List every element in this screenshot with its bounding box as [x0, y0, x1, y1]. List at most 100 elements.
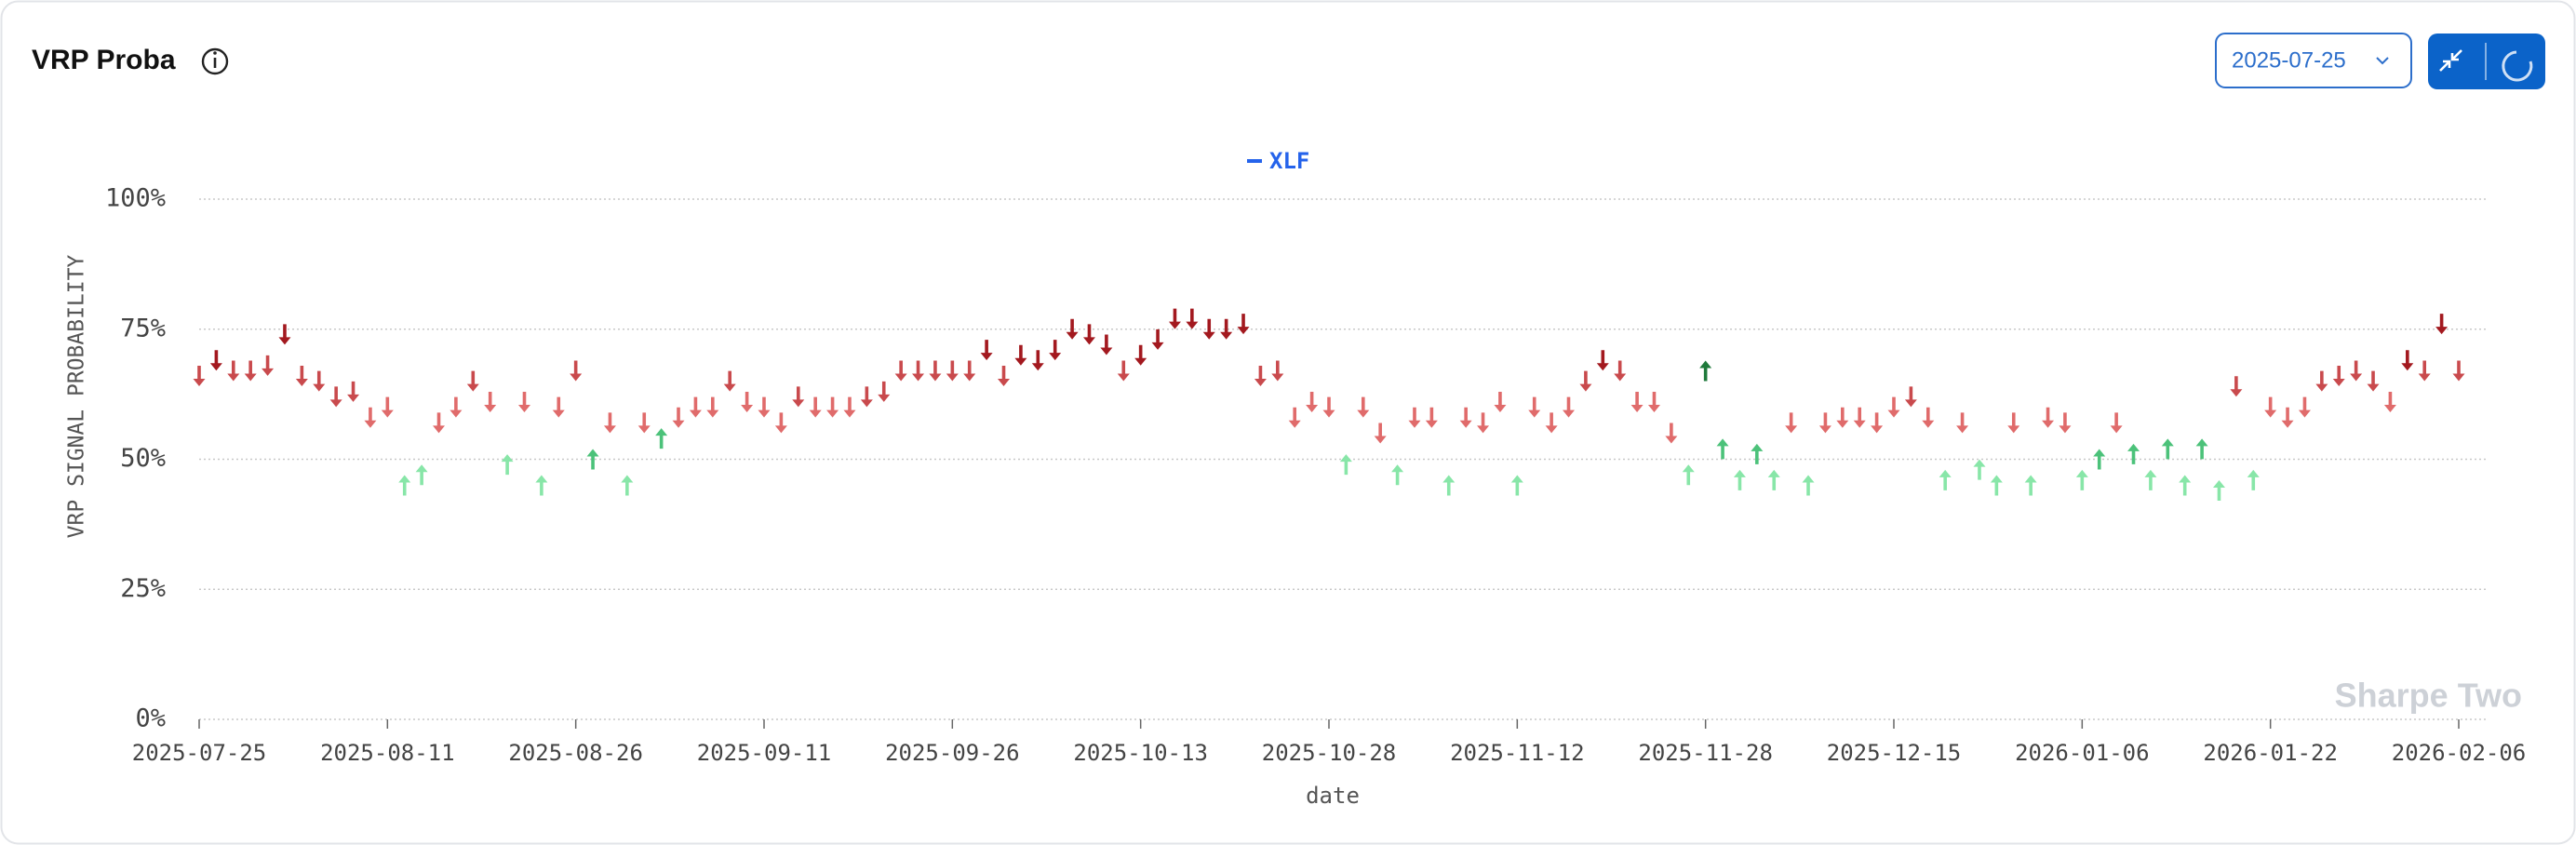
signal-arrow: [2093, 449, 2106, 470]
signal-arrow: [501, 454, 514, 476]
y-tick-label: 50%: [120, 444, 166, 473]
signal-arrow: [1699, 360, 1712, 382]
signal-arrow: [1682, 464, 1695, 486]
signal-arrow: [1596, 350, 1609, 371]
y-tick-label: 25%: [120, 574, 166, 603]
signal-arrow: [1288, 407, 1301, 428]
signal-arrow: [1802, 475, 1815, 496]
signal-arrow: [209, 350, 222, 371]
signal-arrow: [2230, 376, 2243, 397]
signal-arrow: [2367, 370, 2380, 392]
signal-arrow: [826, 396, 839, 418]
signal-arrow: [1117, 360, 1130, 382]
signal-arrow: [1014, 344, 1027, 366]
signal-arrow: [706, 396, 719, 418]
signal-arrow: [2435, 314, 2449, 335]
signal-arrow: [1049, 340, 1062, 361]
toolbar-button[interactable]: [2428, 34, 2545, 89]
watermark: Sharpe Two: [2335, 677, 2522, 715]
signal-arrow: [1391, 464, 1404, 486]
signal-arrow: [517, 392, 530, 413]
signal-arrow: [2161, 438, 2174, 460]
x-tick-label: 2025-10-13: [1073, 740, 1208, 766]
signal-arrow: [2042, 407, 2055, 428]
signal-arrow: [1322, 396, 1335, 418]
signal-arrow: [1887, 396, 1900, 418]
x-tick-label: 2026-01-06: [2015, 740, 2150, 766]
signal-arrow: [1922, 407, 1935, 428]
signal-arrow: [723, 370, 736, 392]
signal-arrow: [364, 407, 377, 428]
signal-arrow: [1237, 314, 1250, 335]
signal-arrow: [398, 475, 411, 496]
signal-arrow: [1151, 329, 1164, 350]
signal-arrow: [655, 428, 668, 449]
signal-arrow: [2383, 392, 2396, 413]
signal-arrow: [278, 324, 291, 345]
signal-arrow: [2315, 370, 2328, 392]
signal-arrow: [1031, 350, 1044, 371]
signal-arrow: [2418, 360, 2431, 382]
signal-arrow: [1990, 475, 2003, 496]
signal-arrow: [758, 396, 771, 418]
signal-arrow: [2332, 366, 2345, 387]
signal-arrow: [2298, 396, 2311, 418]
signal-arrow: [313, 370, 326, 392]
signal-arrow: [1751, 443, 1764, 464]
signal-arrow: [381, 396, 394, 418]
signal-arrow: [2264, 396, 2277, 418]
signal-arrow: [1528, 396, 1541, 418]
signal-arrow: [347, 381, 360, 402]
signal-arrow: [1271, 360, 1284, 382]
signal-arrow: [946, 360, 959, 382]
signal-arrow: [1630, 392, 1644, 413]
x-tick-label: 2025-11-12: [1450, 740, 1585, 766]
signal-arrow: [329, 386, 342, 408]
signal-arrow: [2179, 475, 2192, 496]
signal-arrow: [1939, 469, 1952, 490]
signal-arrow: [2110, 412, 2123, 434]
signal-arrow: [1168, 308, 1181, 329]
legend-label: XLF: [1269, 148, 1309, 174]
signal-arrow: [860, 386, 873, 408]
info-icon[interactable]: [201, 47, 229, 75]
signal-arrow: [1134, 344, 1147, 366]
signal-arrow: [792, 386, 805, 408]
signal-arrow: [1220, 318, 1233, 340]
signal-arrow: [2350, 360, 2363, 382]
signal-arrow: [894, 360, 907, 382]
signal-arrow: [2452, 360, 2465, 382]
signal-arrow: [2144, 469, 2157, 490]
date-picker[interactable]: 2025-07-25: [2215, 33, 2412, 88]
signal-arrow: [843, 396, 856, 418]
signal-arrow: [2212, 480, 2225, 502]
signal-arrow: [1871, 412, 1884, 434]
x-tick-label: 2025-08-26: [508, 740, 643, 766]
y-tick-label: 75%: [120, 314, 166, 342]
signal-arrow: [929, 360, 942, 382]
signal-arrow: [1579, 370, 1592, 392]
x-tick-label: 2025-09-11: [697, 740, 832, 766]
signal-arrow: [1647, 392, 1660, 413]
signal-arrow: [466, 370, 479, 392]
signal-arrow: [2059, 412, 2072, 434]
signal-arrow: [741, 392, 754, 413]
signal-arrow: [1614, 360, 1627, 382]
signal-arrow: [1494, 392, 1507, 413]
y-tick-label: 0%: [135, 704, 166, 733]
signal-arrow: [774, 412, 787, 434]
x-tick-label: 2025-08-11: [320, 740, 455, 766]
signal-arrow: [1339, 454, 1352, 476]
signal-arrow: [1716, 438, 1729, 460]
signal-arrow: [1357, 396, 1370, 418]
x-tick-label: 2025-11-28: [1638, 740, 1773, 766]
signal-arrow: [998, 366, 1011, 387]
date-value: 2025-07-25: [2232, 47, 2346, 73]
signal-arrow: [1973, 459, 1986, 480]
signal-arrow: [1459, 407, 1472, 428]
signal-arrow: [621, 475, 634, 496]
signal-arrow: [2401, 350, 2414, 371]
signal-arrow: [1510, 475, 1523, 496]
